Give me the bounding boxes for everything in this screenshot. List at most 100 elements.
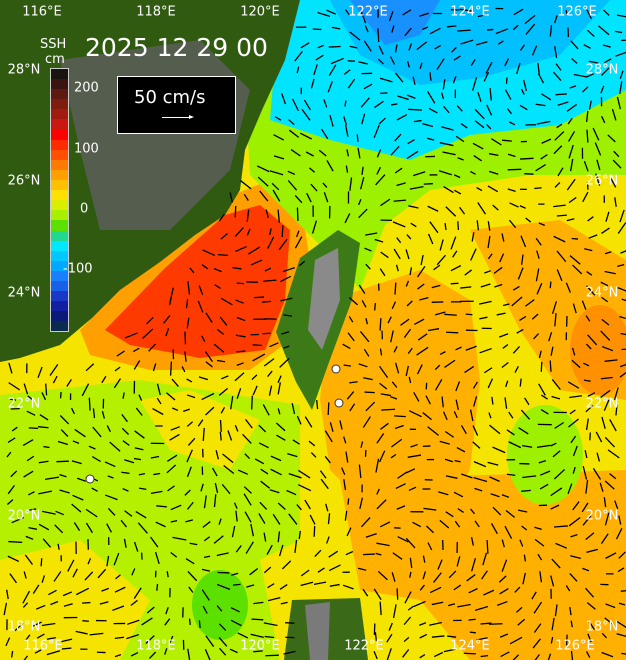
current-vector (419, 622, 427, 626)
current-vector (267, 583, 275, 589)
current-vector (422, 555, 426, 563)
current-vector (599, 482, 604, 492)
current-vector (456, 446, 466, 453)
current-vector (346, 149, 350, 157)
current-vector (531, 313, 539, 320)
current-vector (29, 508, 37, 511)
current-vector (262, 404, 270, 416)
current-vector (349, 177, 353, 191)
current-vector (409, 267, 413, 276)
current-vector (390, 330, 394, 343)
current-vector (408, 376, 412, 384)
current-vector (536, 250, 540, 259)
current-vector (615, 405, 618, 416)
current-vector (6, 499, 14, 505)
current-vector (313, 581, 327, 586)
current-vector (263, 279, 277, 282)
current-vector (329, 114, 334, 127)
current-vector (476, 220, 480, 231)
current-vector (252, 353, 266, 362)
current-vector (600, 376, 613, 380)
current-vector (72, 494, 84, 501)
current-vector (389, 56, 396, 65)
current-vector (519, 44, 526, 51)
current-vector (379, 77, 393, 83)
current-vector (375, 552, 382, 556)
current-vector (407, 454, 422, 458)
current-vector (262, 300, 272, 303)
current-vector (155, 521, 166, 528)
current-vector (539, 470, 551, 476)
current-vector (551, 395, 561, 400)
current-vector (109, 441, 121, 452)
current-vector (395, 483, 406, 489)
current-vector (587, 216, 594, 222)
current-vector (406, 300, 413, 307)
current-vector (450, 282, 459, 285)
current-vector (219, 316, 228, 326)
current-vector (99, 601, 109, 605)
current-vector (342, 584, 354, 590)
current-vector (374, 238, 384, 243)
current-vector (454, 460, 461, 463)
current-vector (260, 480, 271, 489)
current-vector (7, 437, 16, 443)
current-vector (550, 442, 557, 447)
current-vector (609, 473, 617, 480)
current-vector (107, 475, 114, 479)
current-vector (37, 366, 43, 378)
current-vector (258, 513, 266, 524)
current-vector (230, 607, 240, 613)
current-vector (281, 93, 287, 105)
current-vector (101, 375, 107, 384)
current-vector (407, 605, 414, 611)
current-vector (312, 220, 318, 234)
current-vector (571, 347, 576, 356)
current-vector (48, 589, 57, 596)
current-vector (214, 284, 221, 290)
current-vector (122, 440, 130, 446)
current-vector (555, 93, 567, 96)
current-vector (272, 513, 281, 525)
current-vector (198, 285, 204, 295)
current-vector (465, 345, 477, 351)
current-vector (343, 436, 347, 444)
current-vector (356, 134, 359, 142)
current-vector (614, 197, 617, 207)
current-vector (572, 501, 580, 511)
current-vector (403, 636, 410, 643)
current-vector (202, 427, 205, 441)
current-vector (470, 170, 476, 175)
current-vector (429, 621, 442, 626)
current-vector (413, 171, 426, 177)
current-vector (317, 44, 325, 49)
current-vector (148, 651, 157, 659)
current-vector (499, 633, 509, 638)
current-vector (327, 402, 330, 416)
current-vector (601, 632, 608, 639)
lat-label-right: 26°N (585, 173, 619, 189)
current-vector (5, 637, 11, 647)
current-vector (230, 619, 242, 627)
current-vector (585, 479, 589, 494)
current-vector (446, 331, 459, 334)
current-vector (171, 378, 179, 387)
current-vector (487, 221, 491, 231)
current-vector (169, 635, 174, 643)
current-vector (205, 361, 213, 368)
current-vector (613, 150, 620, 158)
current-vector (150, 490, 163, 495)
current-vector (502, 344, 509, 349)
current-vector (198, 620, 201, 629)
current-vector (405, 280, 410, 287)
current-vector (82, 620, 89, 622)
current-vector (377, 58, 384, 65)
current-vector (601, 318, 610, 326)
current-vector (589, 432, 591, 441)
current-vector (253, 601, 264, 605)
current-vector (570, 40, 579, 50)
current-vector (41, 575, 46, 583)
current-vector (604, 617, 614, 625)
current-vector (473, 396, 478, 407)
current-vector (277, 382, 281, 395)
